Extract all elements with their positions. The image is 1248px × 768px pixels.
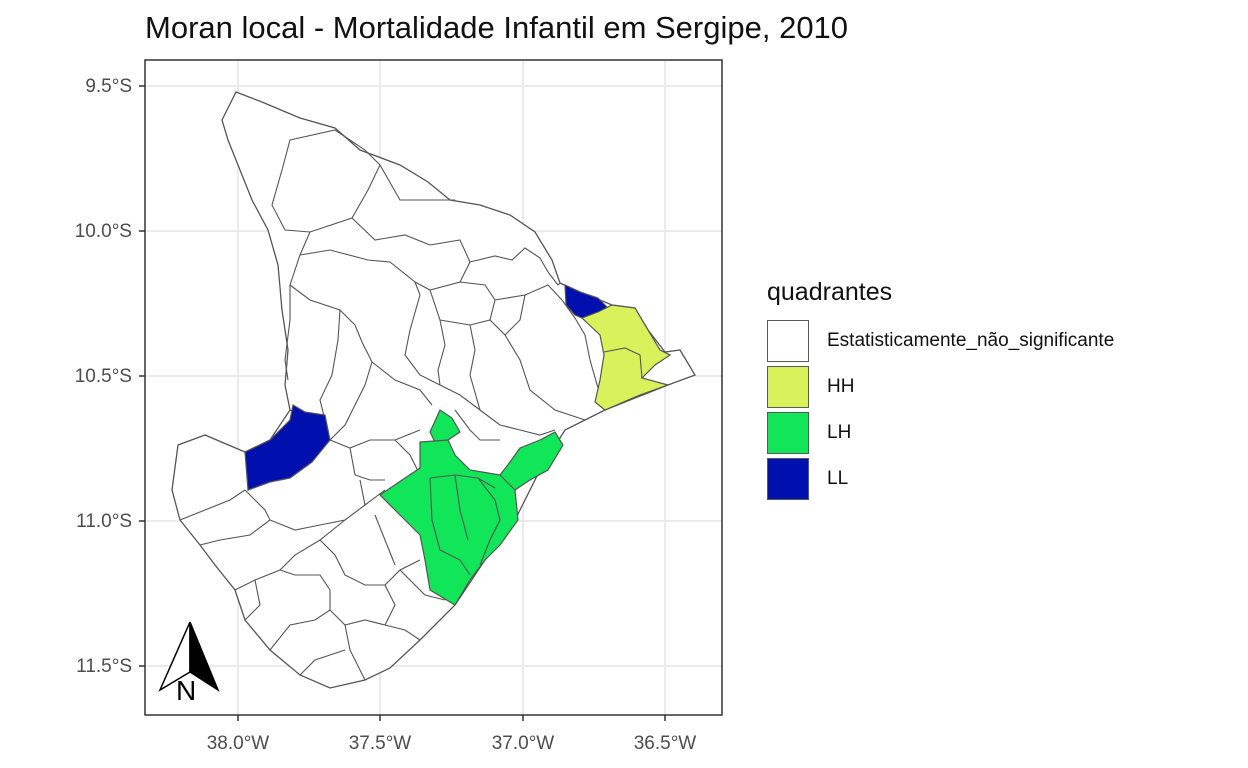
y-tick-label: 9.5°S: [85, 76, 132, 97]
map-title: Moran local - Mortalidade Infantil em Se…: [145, 10, 849, 45]
y-tick-label: 10.5°S: [74, 366, 132, 387]
legend-swatch: [767, 365, 809, 408]
panel-border: [144, 59, 723, 716]
region-ll-west: [244, 404, 331, 491]
legend-item: HH: [767, 364, 854, 409]
legend-item: LH: [767, 410, 851, 455]
legend-item: LL: [767, 456, 848, 501]
legend-item: Estatisticamente_não_significante: [767, 318, 1114, 363]
legend-swatch: [767, 457, 809, 500]
region-hh-divider: [603, 347, 643, 379]
legend-title: quadrantes: [767, 278, 893, 306]
legend-label: HH: [827, 375, 855, 397]
y-tick-label: 11.0°S: [76, 511, 132, 532]
legend-swatch: [767, 319, 809, 362]
region-lh-main: [379, 431, 564, 606]
x-tick-label: 37.5°W: [348, 733, 412, 754]
legend-label: LH: [827, 421, 852, 443]
legend-label: Estatisticamente_não_significante: [827, 329, 1115, 351]
legend-label: LL: [827, 467, 849, 489]
north-arrow-icon: [158, 621, 220, 692]
lh-internal-borders: [429, 474, 516, 576]
x-tick-label: 38.0°W: [206, 733, 270, 754]
legend-swatch: [767, 411, 809, 454]
y-tick-label: 11.5°S: [76, 656, 132, 677]
x-tick-label: 37.0°W: [491, 733, 555, 754]
axis-ticks: [139, 85, 666, 721]
y-tick-label: 10.0°S: [74, 221, 132, 242]
x-tick-label: 36.5°W: [633, 733, 697, 754]
municipality-borders: [179, 129, 606, 681]
north-arrow-label: N: [176, 675, 197, 706]
